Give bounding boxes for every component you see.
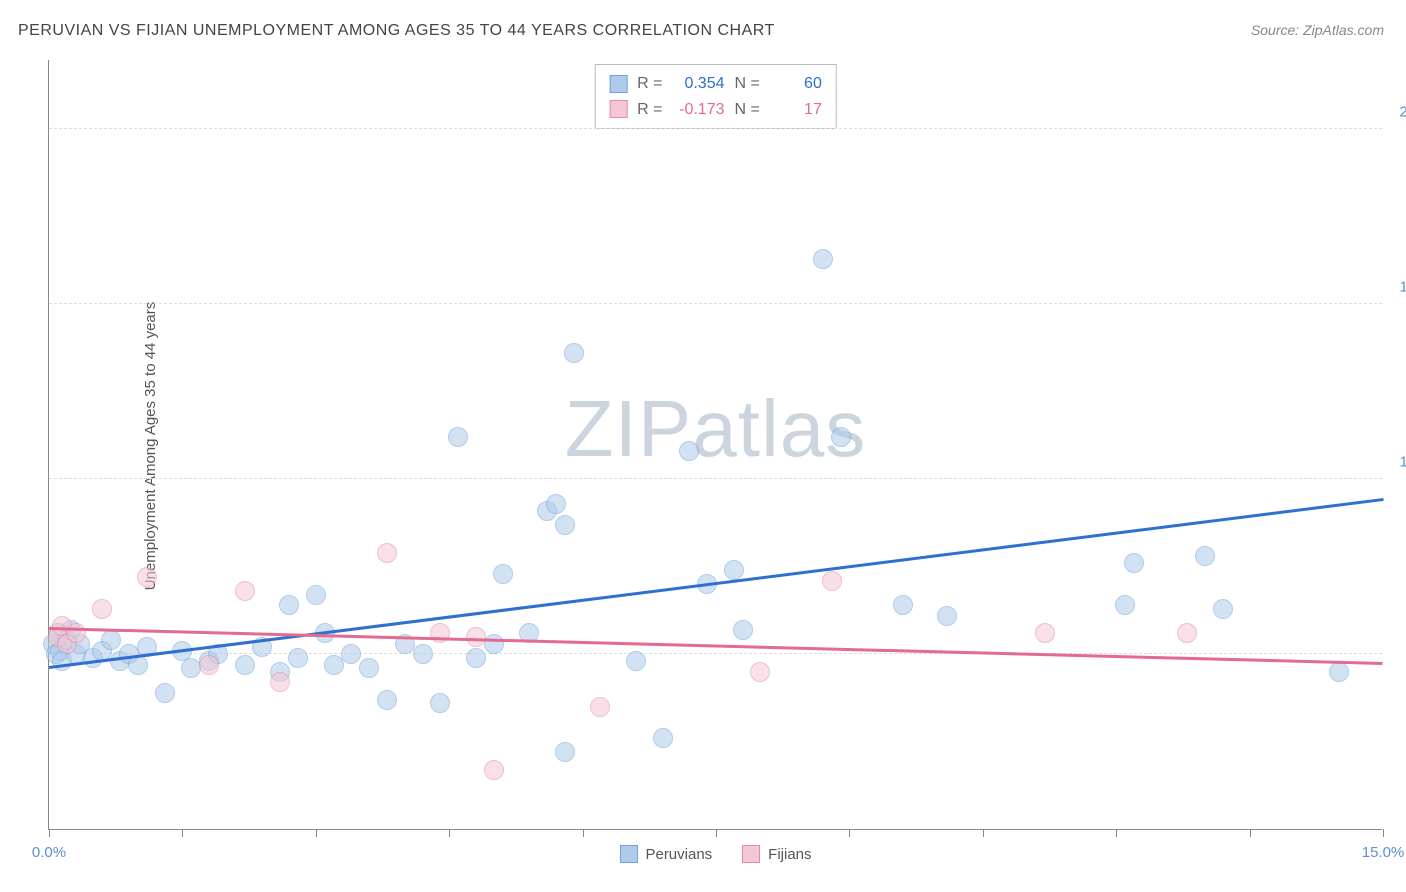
data-point [1035,623,1055,643]
data-point [466,648,486,668]
data-point [555,742,575,762]
legend-item-fijians: Fijians [742,845,811,863]
data-point [750,662,770,682]
swatch-fijians [742,845,760,863]
data-point [813,249,833,269]
data-point [288,648,308,668]
swatch-fijians [609,100,627,118]
x-tick [1250,829,1251,837]
data-point [199,655,219,675]
stat-r-fijians: -0.173 [673,97,725,123]
data-point [341,644,361,664]
x-tick [1383,829,1384,837]
legend-label: Peruvians [645,846,712,863]
data-point [546,494,566,514]
data-point [724,560,744,580]
watermark-text: ZIPatlas [565,383,866,475]
stat-n-peruvians: 60 [770,71,822,97]
x-tick [849,829,850,837]
x-tick [449,829,450,837]
data-point [555,515,575,535]
data-point [101,630,121,650]
data-point [1213,599,1233,619]
data-point [155,683,175,703]
x-tick [182,829,183,837]
gridline [49,653,1382,654]
stat-label-n: N = [735,71,760,97]
swatch-peruvians [609,75,627,93]
data-point [822,571,842,591]
data-point [270,672,290,692]
data-point [1329,662,1349,682]
data-point [377,543,397,563]
data-point [626,651,646,671]
data-point [1124,553,1144,573]
swatch-peruvians [619,845,637,863]
legend-bottom: Peruvians Fijians [619,845,811,863]
data-point [653,728,673,748]
data-point [1115,595,1135,615]
gridline [49,303,1382,304]
data-point [484,760,504,780]
stat-label-r: R = [637,97,662,123]
stats-row-peruvians: R = 0.354 N = 60 [609,71,822,97]
x-tick-label: 0.0% [32,844,66,861]
data-point [493,564,513,584]
data-point [1177,623,1197,643]
data-point [1195,546,1215,566]
x-tick [716,829,717,837]
data-point [66,623,86,643]
data-point [590,697,610,717]
data-point [359,658,379,678]
data-point [733,620,753,640]
gridline [49,478,1382,479]
source-attribution: Source: ZipAtlas.com [1251,22,1384,38]
data-point [679,441,699,461]
stat-r-peruvians: 0.354 [673,71,725,97]
data-point [484,634,504,654]
gridline [49,128,1382,129]
data-point [92,599,112,619]
data-point [235,655,255,675]
data-point [377,690,397,710]
data-point [137,567,157,587]
data-point [564,343,584,363]
data-point [466,627,486,647]
data-point [324,655,344,675]
y-tick-label: 20.0% [1399,104,1406,121]
y-tick-label: 10.0% [1399,454,1406,471]
stat-label-n: N = [735,97,760,123]
x-tick [316,829,317,837]
data-point [893,595,913,615]
stats-row-fijians: R = -0.173 N = 17 [609,97,822,123]
data-point [430,693,450,713]
x-tick [49,829,50,837]
chart-title: PERUVIAN VS FIJIAN UNEMPLOYMENT AMONG AG… [18,22,775,40]
stat-n-fijians: 17 [770,97,822,123]
data-point [279,595,299,615]
x-tick [1116,829,1117,837]
data-point [831,427,851,447]
stats-legend-box: R = 0.354 N = 60 R = -0.173 N = 17 [594,64,837,129]
data-point [413,644,433,664]
x-tick [583,829,584,837]
scatter-plot-area: ZIPatlas R = 0.354 N = 60 R = -0.173 N =… [48,60,1382,830]
x-tick [983,829,984,837]
data-point [937,606,957,626]
legend-item-peruvians: Peruvians [619,845,712,863]
data-point [235,581,255,601]
data-point [448,427,468,447]
stat-label-r: R = [637,71,662,97]
data-point [306,585,326,605]
legend-label: Fijians [768,846,811,863]
y-tick-label: 15.0% [1399,279,1406,296]
x-tick-label: 15.0% [1362,844,1405,861]
data-point [430,623,450,643]
